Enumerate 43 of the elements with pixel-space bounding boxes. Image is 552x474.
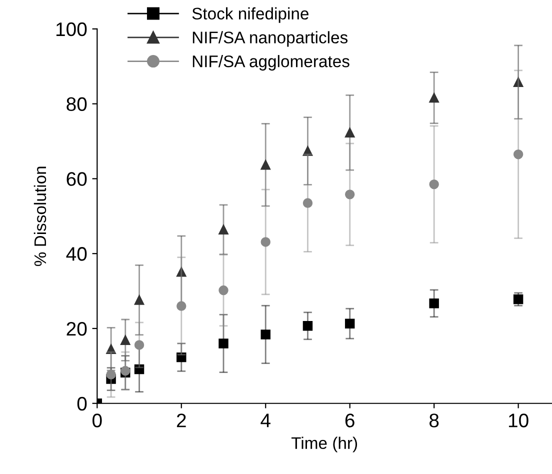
point [302,321,313,331]
y-tick-label: 0 [77,396,87,411]
y-tick-label: 100 [56,22,87,36]
point [106,370,116,380]
y-tick-label: 80 [66,97,87,112]
point [218,338,228,348]
y-axis-title: % Dissolution [34,166,46,266]
y-tick-label: 20 [66,322,87,336]
point [344,190,355,200]
point [176,301,186,311]
point [176,267,186,277]
x-tick-label: 10 [508,414,528,428]
point [106,344,116,354]
x-tick-label: 0 [92,414,102,428]
x-axis-title: Time (hr) [291,436,358,452]
point [218,285,228,296]
point [134,295,144,305]
point [513,149,524,160]
legend-label: Stock nifedipine [192,7,308,23]
point [429,92,439,103]
x-tick-label: 6 [345,414,354,428]
point [260,330,270,340]
x-tick-label: 8 [430,414,439,428]
y-tick-label: 60 [66,172,87,186]
legend-label: NIF/SA nanoparticles [192,31,348,47]
point [260,160,270,170]
point [218,224,228,234]
legend-label: NIF/SA agglomerates [192,55,350,71]
point [513,77,524,87]
point [344,318,355,328]
point [302,198,313,208]
y-tick-label: 40 [66,247,87,261]
point [260,237,270,247]
point [302,146,313,156]
point [429,179,439,190]
x-tick-label: 4 [260,414,270,428]
point [429,298,439,308]
point [134,340,144,350]
point [176,352,186,362]
point [344,128,355,138]
point [120,335,130,345]
x-tick-label: 2 [176,414,186,428]
point [134,364,144,374]
